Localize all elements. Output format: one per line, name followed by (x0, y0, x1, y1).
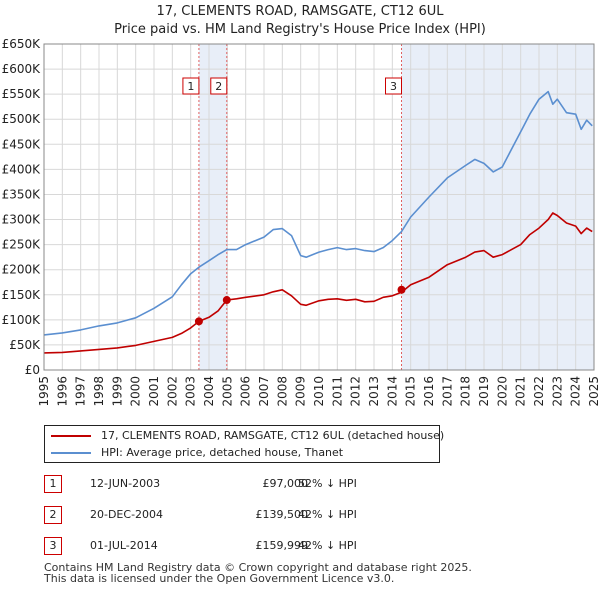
x-tick-label: 2011 (330, 376, 344, 407)
price-chart: 1 2 3 £0 £50K £100K £150K £200K £250K £300K £350K… (2, 37, 600, 407)
sale-point (194, 317, 203, 326)
transaction-hpi: 42% ↓ HPI (298, 539, 357, 552)
x-tick-label: 2025 (587, 376, 600, 407)
x-tick-labels: 1995 1996 1997 1998 1999 2000 2001 2002 2003 2004… (37, 376, 600, 407)
x-tick-label: 2004 (202, 376, 216, 407)
x-tick-label: 1998 (92, 376, 106, 407)
y-tick-label: £500K (2, 112, 42, 126)
y-tick-label: £100K (2, 313, 42, 327)
x-tick-label: 2001 (147, 376, 161, 407)
x-tick-label: 2003 (184, 376, 198, 407)
sale-point (222, 296, 231, 305)
hpi-line (43, 90, 593, 336)
x-tick-label: 2016 (422, 376, 436, 407)
footer-copyright: Contains HM Land Registry data © Crown c… (44, 561, 472, 574)
x-tick-label: 2005 (220, 376, 234, 407)
x-tick-label: 2007 (257, 376, 271, 407)
x-tick-label: 2008 (275, 376, 289, 407)
x-tick-label: 1995 (37, 376, 51, 407)
x-tick-label: 2019 (477, 376, 491, 407)
x-tick-label: 1996 (55, 376, 69, 407)
legend-swatch-price (51, 435, 91, 437)
legend: 17, CLEMENTS ROAD, RAMSGATE, CT12 6UL (d… (44, 425, 444, 463)
y-tick-label: £400K (2, 162, 42, 176)
y-tick-label: £150K (2, 288, 42, 302)
y-tick-label: £600K (2, 62, 42, 76)
x-tick-label: 2015 (404, 376, 418, 407)
marker-badge-label: 3 (390, 80, 397, 93)
x-tick-label: 2000 (129, 376, 143, 407)
x-tick-label: 2014 (385, 376, 399, 407)
x-tick-label: 2021 (514, 376, 528, 407)
marker-badge (182, 77, 200, 95)
x-tick-label: 2002 (165, 376, 179, 407)
x-tick-label: 2013 (367, 376, 381, 407)
x-tick-label: 2010 (312, 376, 326, 407)
marker-badge-label: 1 (187, 80, 194, 93)
shaded-ranges (198, 44, 594, 370)
y-tick-label: £650K (2, 37, 42, 51)
marker-badge (385, 77, 402, 95)
marker-badge-label: 2 (215, 80, 222, 93)
y-tick-label: £450K (2, 137, 42, 151)
legend-label-hpi: HPI: Average price, detached house, Than… (101, 446, 344, 459)
x-tick-label: 2006 (239, 376, 253, 407)
y-tick-label: £250K (2, 238, 42, 252)
x-tick-label: 2018 (459, 376, 473, 407)
sale-points (194, 285, 406, 326)
transaction-price: £159,999 (255, 539, 309, 552)
transaction-price: £139,500 (255, 508, 309, 521)
transaction-hpi: 52% ↓ HPI (298, 477, 357, 490)
x-tick-label: 2023 (550, 376, 564, 407)
price-paid-line (43, 212, 593, 354)
shaded-range (198, 44, 227, 370)
y-tick-label: £200K (2, 263, 42, 277)
y-tick-labels: £0 £50K £100K £150K £200K £250K £300K £350K £400… (2, 37, 42, 377)
x-tick-label: 2009 (294, 376, 308, 407)
x-tick-label: 2024 (569, 376, 583, 407)
x-tick-label: 1999 (110, 376, 124, 407)
transaction-number: 1 (44, 475, 62, 493)
transaction-number: 3 (44, 537, 62, 555)
footer-licence: This data is licensed under the Open Gov… (44, 572, 395, 585)
y-tick-label: £300K (2, 213, 42, 227)
shaded-range (401, 44, 594, 370)
x-tick-label: 2017 (440, 376, 454, 407)
x-tick-label: 2022 (532, 376, 546, 407)
transaction-date: 12-JUN-2003 (90, 477, 161, 490)
y-tick-label: £550K (2, 87, 42, 101)
transaction-hpi: 42% ↓ HPI (298, 508, 357, 521)
transaction-date: 01-JUL-2014 (90, 539, 158, 552)
marker-badge (210, 77, 228, 95)
y-tick-label: £350K (2, 187, 42, 201)
sale-point (397, 285, 406, 294)
chart-subtitle: Price paid vs. HM Land Registry's House … (114, 22, 486, 37)
x-tick-label: 1997 (74, 376, 88, 407)
series-lines (43, 90, 593, 354)
x-tick-label: 2020 (495, 376, 509, 407)
y-tick-label: £0 (25, 363, 40, 377)
transaction-price: £97,000 (262, 477, 309, 490)
legend-swatch-hpi (51, 452, 91, 454)
transaction-number: 2 (44, 506, 62, 524)
transaction-date: 20-DEC-2004 (90, 508, 164, 521)
chart-title: 17, CLEMENTS ROAD, RAMSGATE, CT12 6UL (156, 4, 444, 19)
y-tick-label: £50K (9, 338, 41, 352)
x-tick-label: 2012 (349, 376, 363, 407)
plot-border (43, 43, 595, 371)
marker-badges: 1 2 3 (182, 77, 402, 95)
legend-label-price: 17, CLEMENTS ROAD, RAMSGATE, CT12 6UL (d… (101, 429, 445, 442)
footer: Contains HM Land Registry data © Crown c… (44, 562, 472, 584)
